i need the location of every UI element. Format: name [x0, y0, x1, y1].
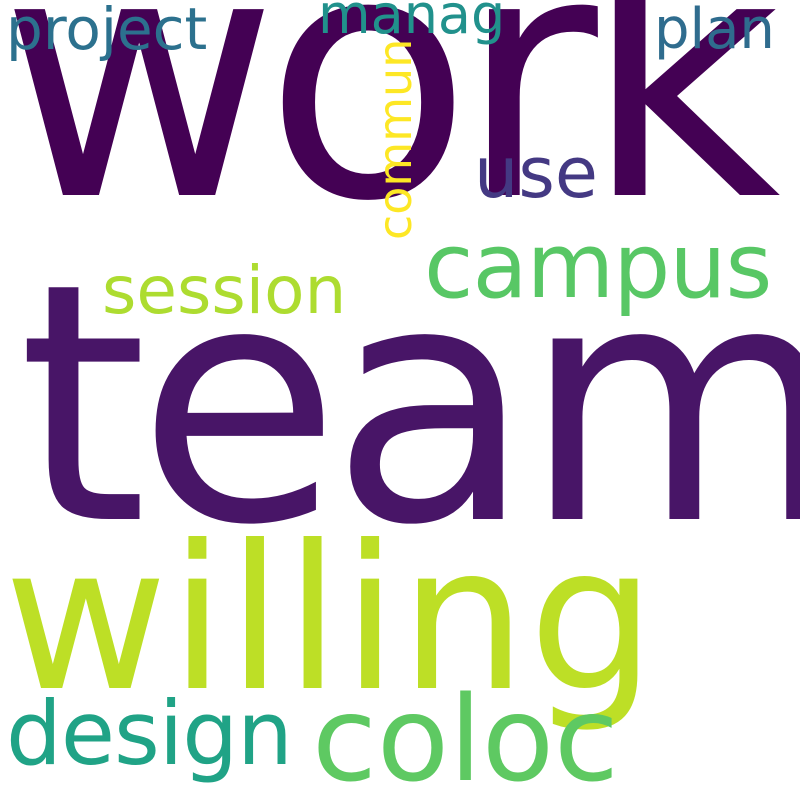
word-session: session	[102, 252, 347, 329]
word-work: work	[0, 0, 781, 276]
word-use: use	[474, 132, 598, 214]
word-willing: willing	[4, 503, 658, 736]
word-design: design	[6, 682, 293, 785]
word-commun: commun	[368, 38, 422, 240]
word-project: project	[6, 0, 208, 63]
word-manag: manag	[318, 0, 506, 46]
word-coloc: coloc	[312, 670, 619, 800]
word-plan: plan	[654, 0, 775, 62]
word-team: team	[18, 213, 800, 597]
word-campus: campus	[424, 214, 772, 319]
